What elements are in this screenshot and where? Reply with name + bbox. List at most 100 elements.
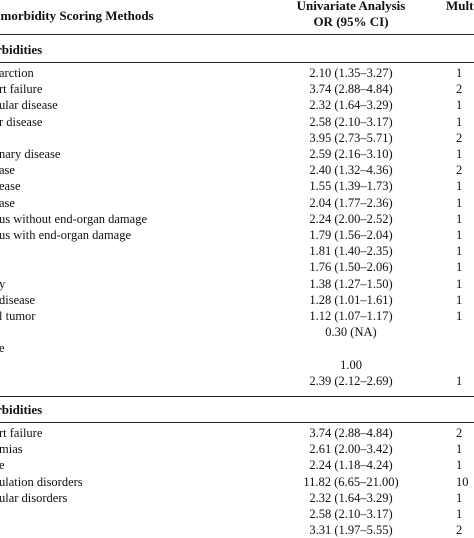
table-row: rt failure 3.74 (2.88–4.84) 2 bbox=[0, 426, 474, 441]
row-label: us without end-organ damage bbox=[0, 211, 147, 226]
multivariate-or: 2 bbox=[456, 523, 463, 538]
row-label: ease bbox=[0, 179, 21, 194]
univariate-or: 2.10 (1.35–3.27) bbox=[309, 66, 393, 80]
table-row: ulation disorders 11.82 (6.65–21.00) 10 bbox=[0, 475, 474, 490]
row-label: ase bbox=[0, 195, 15, 210]
multivariate-or: 1 bbox=[456, 490, 463, 505]
univariate-or: 0.30 (NA) bbox=[325, 325, 377, 340]
table-row: ase 2.40 (1.32–4.36) 2 bbox=[0, 163, 474, 178]
row-label: e bbox=[0, 458, 5, 473]
table-row: 1.76 (1.50–2.06) 1 bbox=[0, 260, 474, 275]
univariate-or: 3.74 (2.88–4.84) bbox=[309, 426, 393, 440]
table-row: rt failure 3.74 (2.88–4.84) 2 bbox=[0, 82, 474, 97]
row-label: arction bbox=[0, 66, 34, 80]
multivariate-or: 1 bbox=[456, 373, 463, 388]
univariate-or: 1.81 (1.40–2.35) bbox=[309, 244, 393, 259]
univariate-or: 2.24 (1.18–4.24) bbox=[309, 458, 393, 473]
multivariate-or: 1 bbox=[456, 458, 463, 473]
table-row: ase 2.04 (1.77–2.36) 1 bbox=[0, 196, 474, 211]
section-rule-top-2 bbox=[0, 396, 474, 397]
table-row: arction 2.10 (1.35–3.27) 1 bbox=[0, 66, 474, 81]
table-row: 1.00 bbox=[0, 358, 474, 373]
table-row: e 2.24 (1.18–4.24) 1 bbox=[0, 458, 474, 473]
row-label: ase bbox=[0, 163, 15, 178]
multivariate-or: 10 bbox=[456, 474, 469, 489]
multivariate-or: 2 bbox=[456, 426, 463, 440]
multivariate-or: 2 bbox=[456, 130, 463, 145]
multivariate-or: 1 bbox=[456, 195, 463, 210]
multivariate-or: 1 bbox=[456, 276, 463, 291]
multivariate-column-header: Mult bbox=[446, 0, 474, 13]
multivariate-or: 1 bbox=[456, 147, 463, 161]
table-row: ular disorders 2.32 (1.64–3.29) 1 bbox=[0, 491, 474, 506]
univariate-or: 1.12 (1.07–1.17) bbox=[309, 309, 393, 323]
section-rule-bottom-2 bbox=[0, 422, 474, 423]
multivariate-or: 1 bbox=[456, 309, 463, 323]
multivariate-or: 1 bbox=[456, 228, 463, 242]
row-label: rt failure bbox=[0, 426, 43, 440]
multivariate-or: 1 bbox=[456, 260, 463, 275]
univariate-or: 2.40 (1.32–4.36) bbox=[309, 163, 393, 178]
table-row: ease 1.55 (1.39–1.73) 1 bbox=[0, 179, 474, 194]
univariate-or: 3.95 (2.73–5.71) bbox=[309, 130, 393, 145]
multivariate-or: 1 bbox=[456, 211, 463, 226]
table-row: 2.58 (2.10–3.17) 1 bbox=[0, 507, 474, 522]
table-row: disease 1.28 (1.01–1.61) 1 bbox=[0, 293, 474, 308]
row-label: l tumor bbox=[0, 309, 36, 323]
row-label: ular disease bbox=[0, 98, 58, 113]
univariate-or: 2.61 (2.00–3.42) bbox=[309, 442, 393, 457]
table-row: us without end-organ damage 2.24 (2.00–2.… bbox=[0, 212, 474, 227]
table-row: mias 2.61 (2.00–3.42) 1 bbox=[0, 442, 474, 457]
section-title-2: rbidities bbox=[0, 402, 43, 417]
univariate-or: 1.79 (1.56–2.04) bbox=[309, 228, 393, 242]
table-row: 2.39 (2.12–2.69) 1 bbox=[0, 374, 474, 389]
method-column-header: omorbidity Scoring Methods bbox=[0, 8, 154, 23]
univariate-or: 2.32 (1.64–3.29) bbox=[309, 490, 393, 505]
multivariate-or: 2 bbox=[456, 82, 463, 97]
row-label: disease bbox=[0, 292, 36, 307]
multivariate-or: 1 bbox=[456, 244, 463, 259]
table-row: us with end-organ damage 1.79 (1.56–2.04)… bbox=[0, 228, 474, 243]
row-label: e bbox=[0, 341, 5, 356]
multivariate-or: 1 bbox=[456, 114, 463, 129]
row-label: mias bbox=[0, 442, 23, 457]
univariate-header-line1: Univariate Analysis bbox=[296, 0, 406, 13]
row-label: nary disease bbox=[0, 147, 61, 161]
univariate-or: 3.74 (2.88–4.84) bbox=[309, 82, 393, 97]
univariate-or: 1.76 (1.50–2.06) bbox=[309, 260, 393, 275]
univariate-or: 1.55 (1.39–1.73) bbox=[309, 179, 393, 194]
table-row: 0.30 (NA) bbox=[0, 325, 474, 340]
univariate-or: 2.59 (2.16–3.10) bbox=[309, 147, 393, 161]
table-row: 3.95 (2.73–5.71) 2 bbox=[0, 131, 474, 146]
univariate-or: 2.04 (1.77–2.36) bbox=[309, 195, 393, 210]
univariate-column-header: Univariate Analysis OR (95% CI) bbox=[281, 0, 421, 30]
univariate-or: 2.39 (2.12–2.69) bbox=[309, 373, 393, 388]
univariate-or: 2.58 (2.10–3.17) bbox=[309, 114, 393, 129]
univariate-or: 3.31 (1.97–5.55) bbox=[309, 523, 393, 538]
table-row: 1.81 (1.40–2.35) 1 bbox=[0, 244, 474, 259]
table-row: l tumor 1.12 (1.07–1.17) 1 bbox=[0, 309, 474, 324]
table-row: y 1.38 (1.27–1.50) 1 bbox=[0, 277, 474, 292]
univariate-or: 1.38 (1.27–1.50) bbox=[309, 276, 393, 291]
table-row: ular disease 2.32 (1.64–3.29) 1 bbox=[0, 98, 474, 113]
row-label: ular disorders bbox=[0, 490, 68, 505]
row-label: r disease bbox=[0, 114, 43, 129]
univariate-or: 1.00 bbox=[340, 357, 362, 372]
table-row: e bbox=[0, 341, 474, 356]
univariate-header-line2: OR (95% CI) bbox=[313, 14, 389, 29]
row-label: rt failure bbox=[0, 82, 43, 97]
univariate-or: 1.28 (1.01–1.61) bbox=[309, 292, 393, 307]
multivariate-or: 1 bbox=[456, 292, 463, 307]
table-row: 3.31 (1.97–5.55) 2 bbox=[0, 523, 474, 538]
row-label: us with end-organ damage bbox=[0, 228, 132, 242]
multivariate-or: 1 bbox=[456, 98, 463, 113]
row-label: y bbox=[0, 276, 6, 291]
table-row: r disease 2.58 (2.10–3.17) 1 bbox=[0, 115, 474, 130]
row-label: ulation disorders bbox=[0, 474, 83, 489]
multivariate-or: 2 bbox=[456, 163, 463, 178]
univariate-or: 2.58 (2.10–3.17) bbox=[309, 507, 393, 521]
univariate-or: 11.82 (6.65–21.00) bbox=[303, 474, 399, 489]
section-title-1: rbidities bbox=[0, 42, 43, 57]
univariate-or: 2.24 (2.00–2.52) bbox=[309, 211, 393, 226]
multivariate-or: 1 bbox=[456, 179, 463, 194]
